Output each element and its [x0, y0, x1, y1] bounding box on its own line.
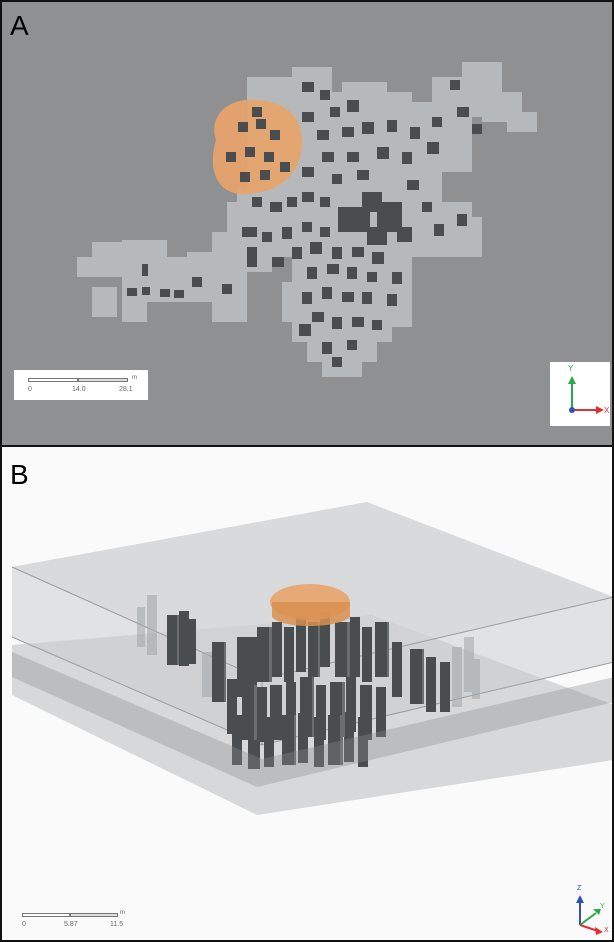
scale-bar-segment — [70, 913, 118, 917]
scale-tick-label: 5.87 — [64, 921, 78, 928]
axes-indicator-a: Y X — [550, 362, 610, 426]
site-3d-model — [11, 502, 612, 815]
x-axis-label: X — [604, 406, 610, 415]
panel-label-a: A — [10, 10, 29, 41]
scale-bar-b: m 0 5.87 11.5 — [14, 905, 132, 935]
building-blocks — [137, 595, 480, 769]
panel-a-top-view: A — [0, 0, 614, 447]
scale-tick-label: 0 — [22, 921, 26, 928]
scale-bar-segment — [78, 378, 128, 382]
scale-bar-segment — [28, 378, 78, 382]
highlighted-zone — [212, 99, 302, 195]
scale-bar-segment — [22, 913, 70, 917]
scale-unit-label: m — [120, 910, 125, 916]
axes-indicator-b: Z Y X — [568, 885, 612, 937]
scale-tick-label: 28.1 — [119, 386, 133, 393]
building-footprints — [127, 80, 482, 367]
xyz-axes-icon — [568, 376, 604, 414]
panel-label-b: B — [10, 459, 29, 490]
x-axis-label: X — [604, 927, 609, 934]
slab-edge — [12, 652, 612, 787]
xyz-axes-icon — [576, 895, 603, 935]
scale-bar-a: m 0 14.0 28.1 — [14, 370, 148, 400]
scale-tick-label: 14.0 — [72, 386, 86, 393]
panel-b-perspective-view: B — [0, 447, 614, 942]
z-axis-label: Z — [577, 885, 582, 892]
scale-unit-label: m — [132, 375, 137, 381]
y-axis-label: Y — [568, 364, 574, 373]
site-plan-top-view — [77, 62, 537, 377]
highlighted-zone-3d — [270, 584, 350, 626]
scale-tick-label: 0 — [28, 386, 32, 393]
scale-tick-label: 11.5 — [110, 921, 124, 928]
y-axis-label: Y — [600, 903, 605, 910]
